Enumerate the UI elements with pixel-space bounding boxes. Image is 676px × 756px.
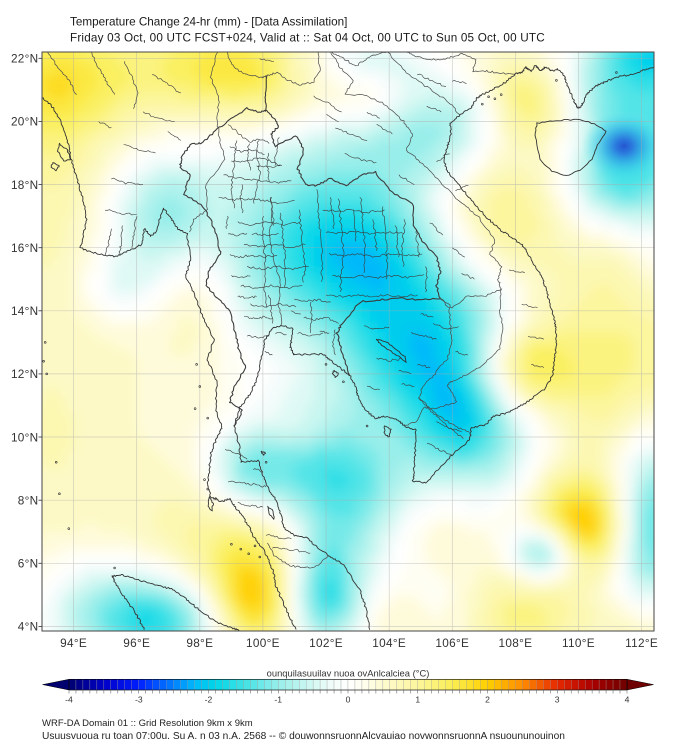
svg-text:20°N: 20°N: [11, 115, 39, 129]
svg-text:112°E: 112°E: [625, 636, 658, 650]
svg-text:Friday 03 Oct, 00 UTC FCST+024: Friday 03 Oct, 00 UTC FCST+024, Valid at…: [70, 32, 545, 45]
svg-text:10°N: 10°N: [11, 430, 39, 444]
svg-text:-4: -4: [65, 695, 73, 705]
svg-text:6°N: 6°N: [18, 557, 39, 571]
svg-text:108°E: 108°E: [499, 636, 533, 650]
svg-text:22°N: 22°N: [11, 52, 39, 66]
svg-text:18°N: 18°N: [11, 178, 39, 192]
svg-text:12°N: 12°N: [11, 367, 39, 381]
svg-text:-3: -3: [135, 695, 143, 705]
svg-text:4°N: 4°N: [18, 620, 39, 634]
svg-text:98°E: 98°E: [186, 636, 213, 650]
svg-text:3: 3: [555, 695, 560, 705]
svg-text:102°E: 102°E: [309, 636, 343, 650]
svg-text:Usuusvuoua ru toan 07:00u. Su: Usuusvuoua ru toan 07:00u. Su A. n 03 n.…: [42, 731, 565, 742]
svg-text:1: 1: [415, 695, 420, 705]
svg-text:104°E: 104°E: [372, 636, 406, 650]
svg-text:Temperature Change 24-hr (mm): Temperature Change 24-hr (mm) - [Data As…: [70, 16, 347, 29]
svg-text:8°N: 8°N: [18, 494, 39, 508]
svg-text:4: 4: [625, 695, 630, 705]
svg-text:16°N: 16°N: [11, 241, 39, 255]
svg-text:100°E: 100°E: [246, 636, 280, 650]
svg-text:0: 0: [346, 695, 351, 705]
svg-text:-2: -2: [205, 695, 213, 705]
svg-text:-1: -1: [274, 695, 282, 705]
svg-text:ounquilasuuilav nuoa ovAnlcalc: ounquilasuuilav nuoa ovAnlcalciea (°C): [267, 668, 430, 679]
svg-text:2: 2: [485, 695, 490, 705]
svg-text:106°E: 106°E: [435, 636, 469, 650]
svg-text:110°E: 110°E: [562, 636, 595, 650]
svg-text:96°E: 96°E: [123, 636, 150, 650]
svg-text:14°N: 14°N: [11, 304, 39, 318]
svg-text:94°E: 94°E: [60, 636, 87, 650]
svg-text:WRF-DA Domain 01 :: Grid Resol: WRF-DA Domain 01 :: Grid Resolution 9km …: [42, 718, 253, 729]
